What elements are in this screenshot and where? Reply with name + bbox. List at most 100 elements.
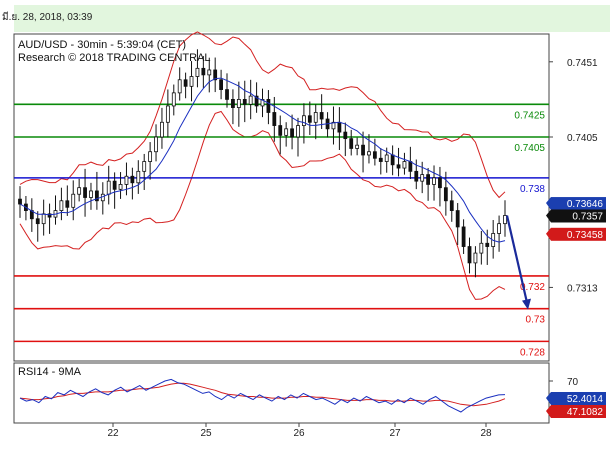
candle-body [266, 99, 271, 113]
candle-body [337, 121, 342, 133]
candle-body [455, 210, 460, 228]
projection-arrow-line [505, 215, 529, 303]
y-tick-label-1: 0.7405 [567, 133, 598, 144]
candle-body [438, 177, 442, 189]
candle-body [35, 218, 40, 225]
candle-body [254, 95, 259, 107]
candle-body [367, 151, 371, 156]
candle-body [71, 193, 76, 208]
level-label-4: 0.73 [526, 315, 546, 326]
candle-body [461, 226, 466, 247]
y-tick-label-3: 0.7313 [567, 283, 598, 294]
candle-body [361, 144, 365, 156]
candle-body [248, 95, 253, 105]
price-badge-1 [551, 209, 606, 223]
candle-body [189, 76, 194, 87]
candle-body [302, 115, 306, 126]
candle-body [106, 180, 111, 195]
candle-body [94, 190, 99, 202]
candle-body [497, 223, 501, 234]
candle-body [408, 161, 413, 172]
candle-body [118, 184, 123, 190]
candle-body [503, 215, 507, 225]
candle-body [124, 175, 129, 185]
price-badge-label-2: 0.73458 [567, 230, 604, 241]
candle-body [231, 99, 235, 108]
price-badge-2 [551, 227, 606, 241]
candle-body [284, 128, 289, 136]
level-label-1: 0.7405 [514, 143, 545, 154]
x-tick-label-1: 25 [200, 428, 212, 439]
rsi-label: RSI14 - 9MA [18, 366, 82, 378]
rsi-line [19, 378, 506, 413]
price-badge-label-0: 0.73646 [567, 199, 604, 210]
price-badge-pointer-2 [546, 227, 551, 241]
candle-body [390, 154, 395, 166]
level-label-3: 0.732 [520, 282, 545, 293]
price-badge-pointer-0 [546, 197, 551, 211]
candle-body [83, 187, 87, 198]
x-tick-label-4: 28 [480, 428, 492, 439]
candle-body [331, 121, 336, 130]
candle-body [201, 67, 206, 76]
rsi-panel-frame [13, 362, 550, 424]
price-badge-pointer-1 [546, 209, 551, 223]
candle-body [183, 79, 188, 87]
candle-body [171, 92, 176, 107]
rsi-badge-0 [551, 392, 606, 405]
candle-body [213, 69, 218, 81]
level-label-2: 0.738 [520, 184, 545, 195]
candle-body [130, 175, 135, 184]
x-tick-label-3: 27 [389, 428, 401, 439]
candle-body [219, 79, 223, 90]
candle-body [177, 79, 182, 94]
level-label-0: 0.7425 [514, 110, 545, 121]
candle-body [378, 157, 383, 162]
rsi-y-tick-label: 70 [567, 377, 579, 388]
candle-body [355, 144, 360, 149]
price-badge-label-1: 0.7357 [572, 211, 603, 222]
candle-body [372, 151, 377, 159]
candle-body [47, 213, 52, 218]
candle-body [449, 200, 454, 211]
candle-body [396, 164, 401, 169]
candle-body [349, 138, 354, 149]
rsi-badge-pointer-1 [546, 405, 551, 418]
candle-body [59, 200, 64, 211]
candle-body [420, 174, 425, 182]
candle-body [77, 187, 82, 195]
projection-arrow-head [522, 298, 531, 310]
candle-body [467, 246, 472, 264]
candle-body [319, 112, 324, 120]
candle-body [479, 242, 484, 254]
candle-body [142, 161, 147, 172]
bollinger-upper-line [19, 31, 506, 199]
rsi-badge-pointer-0 [546, 392, 551, 405]
candle-body [343, 131, 348, 140]
chart-subtitle: Research © 2018 TRADING CENTRAL [18, 52, 211, 64]
chart-title: AUD/USD - 30min - 5:39:04 (CET) [18, 39, 186, 51]
timestamp-label: มี.ย. 28, 2018, 03:39 [2, 12, 93, 23]
bollinger-lower-line [19, 110, 506, 300]
header-bar [14, 5, 610, 32]
x-tick-label-0: 22 [107, 428, 119, 439]
rsi-badge-label-1: 47.1082 [567, 407, 604, 418]
candle-body [148, 151, 153, 162]
rsi-badge-1 [551, 405, 606, 418]
candle-body [18, 198, 22, 205]
candle-body [426, 174, 431, 185]
candle-body [443, 187, 448, 202]
candle-body [313, 112, 318, 123]
price-panel-frame [13, 33, 550, 362]
candle-body [236, 99, 241, 108]
candle-body [290, 128, 294, 138]
candle-body [160, 121, 164, 138]
candle-body [260, 99, 265, 107]
candle-body [89, 190, 93, 198]
candle-body [402, 161, 407, 169]
candle-body [112, 180, 117, 190]
candle-body [485, 242, 490, 247]
candle-body [242, 99, 247, 105]
rsi-badge-label-0: 52.4014 [567, 394, 604, 405]
